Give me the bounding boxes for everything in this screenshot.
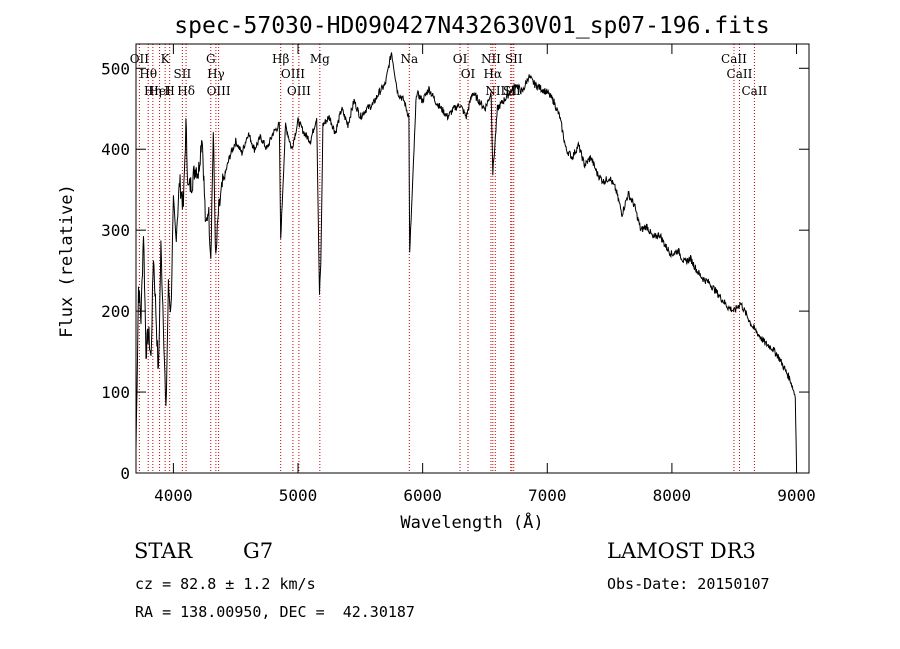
object-subclass: G7 [243,539,274,563]
x-tick-label: 8000 [653,486,692,505]
x-axis-label: Wavelength (Å) [400,511,543,533]
y-tick-label: 0 [120,464,130,483]
y-axis-label: Flux (relative) [57,184,77,338]
chart-title: spec-57030-HD090427N432630V01_sp07-196.f… [174,13,769,39]
redshift-cz: cz = 82.8 ± 1.2 km/s [135,575,316,593]
x-tick-label: 4000 [154,486,193,505]
x-tick-label: 6000 [403,486,442,505]
y-tick-label: 400 [101,140,130,159]
y-tick-label: 300 [101,221,130,240]
line-label: Hα [484,67,503,81]
obs-date: Obs-Date: 20150107 [607,575,770,593]
line-label: Hθ [139,67,157,81]
line-label: OIII [287,84,311,98]
line-label: CaII [727,67,753,81]
y-tick-label: 200 [101,302,130,321]
y-tick-label: 500 [101,59,130,78]
line-label: Na [400,52,418,66]
line-label: CaII [741,84,767,98]
emission-line-markers [138,44,755,473]
survey-name: LAMOST DR3 [607,539,756,563]
line-label: OI [453,52,468,66]
line-label: SII [174,67,192,81]
line-label: SII [505,52,523,66]
line-label: Hβ [272,52,289,66]
line-label: OIII [281,67,305,81]
line-label: Hη [144,84,162,98]
line-label: G [206,52,216,66]
line-label: NII [481,52,501,66]
line-label: K [161,52,171,66]
x-tick-label: 7000 [528,486,567,505]
line-label: H [164,84,174,98]
plot-frame [135,43,810,474]
x-tick-label: 9000 [777,486,816,505]
coordinates: RA = 138.00950, DEC = 42.30187 [135,603,415,621]
line-label: Mg [310,52,330,66]
line-label: OI [461,67,476,81]
object-class: STAR [134,539,193,563]
line-label: HeI [148,84,171,98]
y-tick-label: 100 [101,383,130,402]
line-label: Hγ [207,67,225,81]
line-label: Hδ [177,84,195,98]
y-axis-ticks: 0 100 200 300 400 500 [101,59,809,483]
line-label: OIII [207,84,231,98]
line-label: CaII [721,52,747,66]
spectrum-line [135,52,797,465]
line-label: OII [130,52,150,66]
x-tick-label: 5000 [279,486,318,505]
x-axis-ticks: 4000 5000 6000 7000 8000 9000 [154,44,816,505]
